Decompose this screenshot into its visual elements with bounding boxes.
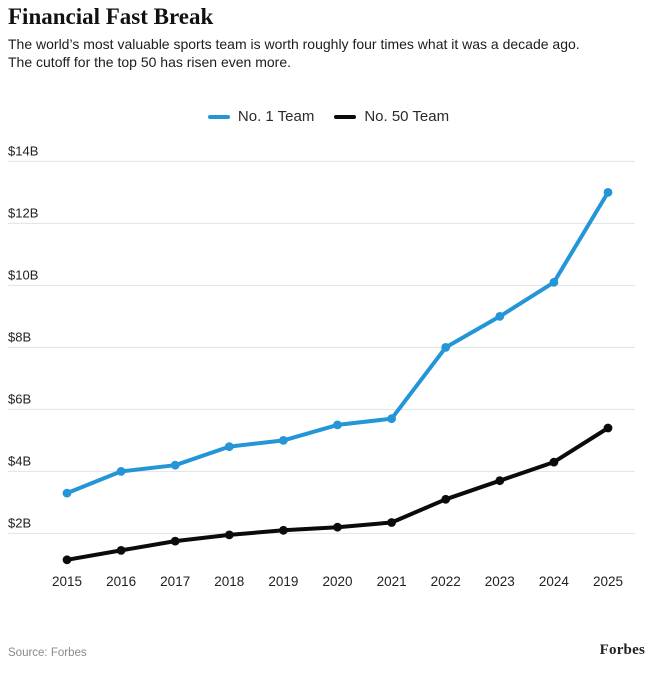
x-tick-label: 2023 <box>485 574 515 589</box>
data-point <box>224 442 234 451</box>
legend-label-no1-team: No. 1 Team <box>237 108 315 125</box>
chart-subtitle: The world’s most valuable sports team is… <box>8 36 647 71</box>
data-point <box>62 488 72 498</box>
legend-swatch-no50-team <box>334 114 357 119</box>
data-point <box>279 525 288 535</box>
legend-swatch-no1-team <box>207 114 230 119</box>
y-tick-label: $2B <box>8 515 31 530</box>
x-tick-label: 2021 <box>377 574 407 589</box>
data-point <box>116 467 126 476</box>
data-point <box>603 423 613 433</box>
data-point <box>333 522 342 532</box>
y-tick-label: $4B <box>8 453 31 468</box>
data-point <box>279 436 288 445</box>
x-tick-label: 2019 <box>268 574 298 589</box>
data-point <box>387 414 396 424</box>
x-tick-label: 2018 <box>214 574 244 589</box>
data-point <box>387 518 396 527</box>
data-point <box>116 546 126 555</box>
data-point <box>62 555 72 565</box>
data-point <box>441 343 451 352</box>
y-tick-label: $14B <box>8 143 38 158</box>
y-tick-label: $6B <box>8 391 31 406</box>
chart-legend: No. 1 Team No. 50 Team <box>0 108 657 125</box>
subtitle-line-2: The cutoff for the top 50 has risen even… <box>8 53 292 70</box>
x-tick-label: 2017 <box>160 574 190 589</box>
data-point <box>333 420 342 430</box>
source-note: Source: Forbes <box>8 647 87 659</box>
series-line-no-50-team <box>65 426 610 562</box>
x-tick-label: 2024 <box>539 574 570 589</box>
y-tick-label: $12B <box>8 205 38 220</box>
page-title: Financial Fast Break <box>8 4 214 29</box>
line-chart: $2B $4B $6B $8B $10B $12B $14B 2015 2016 2017 2018… <box>8 143 635 589</box>
data-point <box>170 536 180 546</box>
data-point <box>224 530 234 540</box>
data-point <box>170 460 180 470</box>
y-tick-label: $10B <box>8 267 38 282</box>
data-point <box>549 457 559 467</box>
series-line-no-1-team <box>65 190 610 496</box>
subtitle-line-1: The world’s most valuable sports team is… <box>8 36 580 52</box>
x-tick-label: 2020 <box>322 574 352 589</box>
forbes-logo: Forbes <box>599 642 645 658</box>
data-point <box>495 312 505 321</box>
legend-item-no1-team: No. 1 Team <box>207 108 315 125</box>
data-point <box>495 476 505 486</box>
x-tick-label: 2015 <box>52 574 82 589</box>
x-tick-label: 2025 <box>593 574 623 589</box>
data-point <box>549 277 559 287</box>
legend-label-no50-team: No. 50 Team <box>364 108 450 125</box>
data-point <box>441 494 451 504</box>
legend-item-no50-team: No. 50 Team <box>334 108 449 125</box>
x-tick-label: 2016 <box>106 574 136 589</box>
y-tick-label: $8B <box>8 329 31 344</box>
x-tick-label: 2022 <box>431 574 461 589</box>
data-point <box>603 188 613 197</box>
